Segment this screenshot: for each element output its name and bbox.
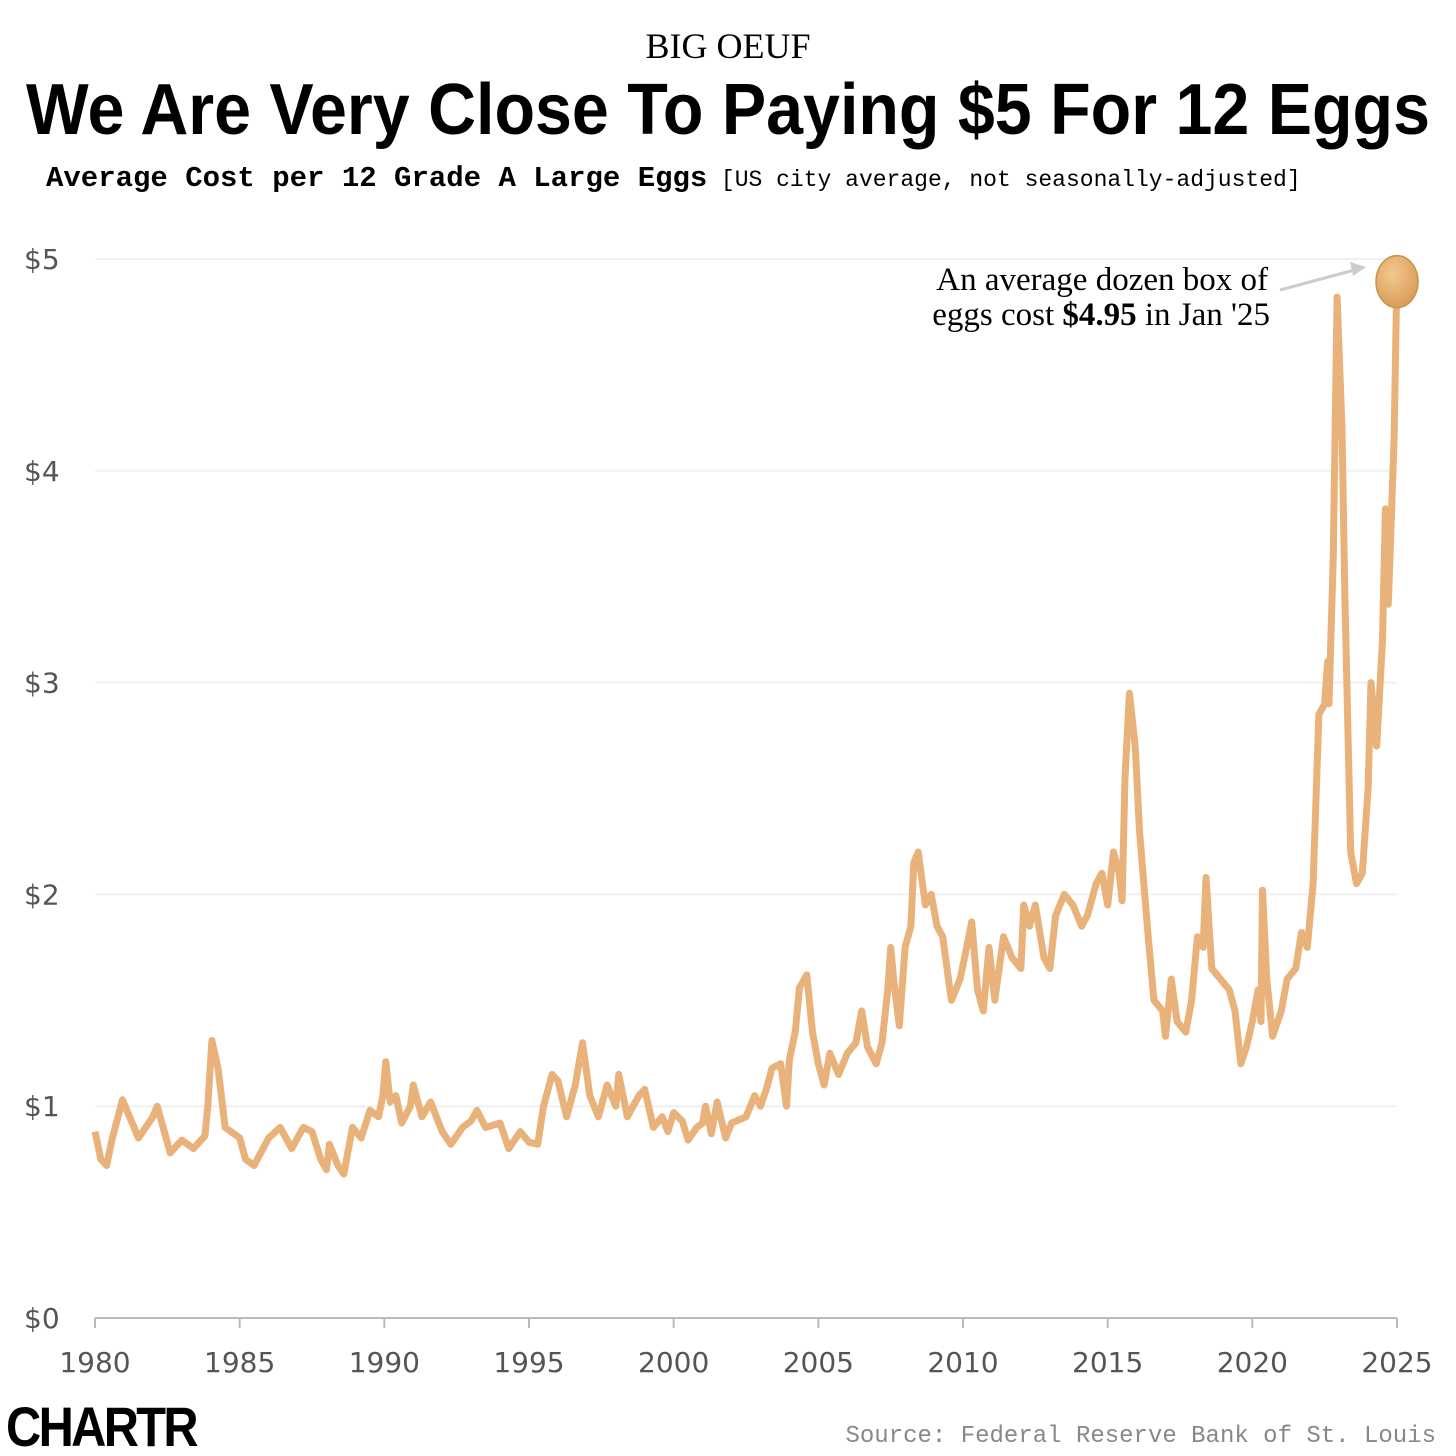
- egg-marker: [1375, 254, 1419, 309]
- annotation-arrow: [1279, 266, 1363, 292]
- x-tick-label: 1980: [59, 1346, 130, 1379]
- subtitle-note: [US city average, not seasonally-adjuste…: [721, 167, 1301, 193]
- annotation-line1: An average dozen box of: [936, 262, 1268, 298]
- arrow-head: [1350, 262, 1366, 276]
- annotation-line2: eggs cost $4.95 in Jan '25: [932, 297, 1270, 333]
- y-tick-label: $2: [24, 878, 60, 911]
- y-tick-label: $5: [24, 243, 60, 276]
- plot: $0 $1 $2 $3 $4 $5 1980 1985 1990 1995 2000 2005 2010…: [24, 243, 1433, 1379]
- brand-logo: CHARTR: [6, 1395, 198, 1456]
- annotation-text: eggs cost: [932, 297, 1054, 333]
- x-tick-label: 1985: [204, 1346, 275, 1379]
- subtitle-line: Average Cost per 12 Grade A Large Eggs […: [46, 162, 1301, 195]
- y-tick-label: $4: [24, 455, 60, 488]
- x-tick-label: 1990: [349, 1346, 420, 1379]
- annotation-text: in Jan '25: [1145, 297, 1270, 333]
- x-tick-label: 2005: [783, 1346, 854, 1379]
- y-tick-label: $0: [24, 1302, 60, 1335]
- source: Source: Federal Reserve Bank of St. Loui…: [846, 1423, 1437, 1450]
- subtitle: Average Cost per 12 Grade A Large Eggs: [46, 162, 707, 195]
- y-tick-label: $1: [24, 1090, 60, 1123]
- x-tick-label: 2020: [1217, 1346, 1288, 1379]
- x-tick-label: 2025: [1361, 1346, 1432, 1379]
- x-tick-label: 2015: [1072, 1346, 1143, 1379]
- kicker: BIG OEUF: [645, 26, 810, 66]
- x-tick-label: 2010: [927, 1346, 998, 1379]
- annotation-value: $4.95: [1062, 297, 1136, 333]
- x-tick-label: 2000: [638, 1346, 709, 1379]
- price-line: [91, 269, 1401, 1178]
- x-tick-label: 1995: [493, 1346, 564, 1379]
- chart-title: We Are Very Close To Paying $5 For 12 Eg…: [26, 70, 1430, 150]
- y-tick-label: $3: [24, 667, 60, 700]
